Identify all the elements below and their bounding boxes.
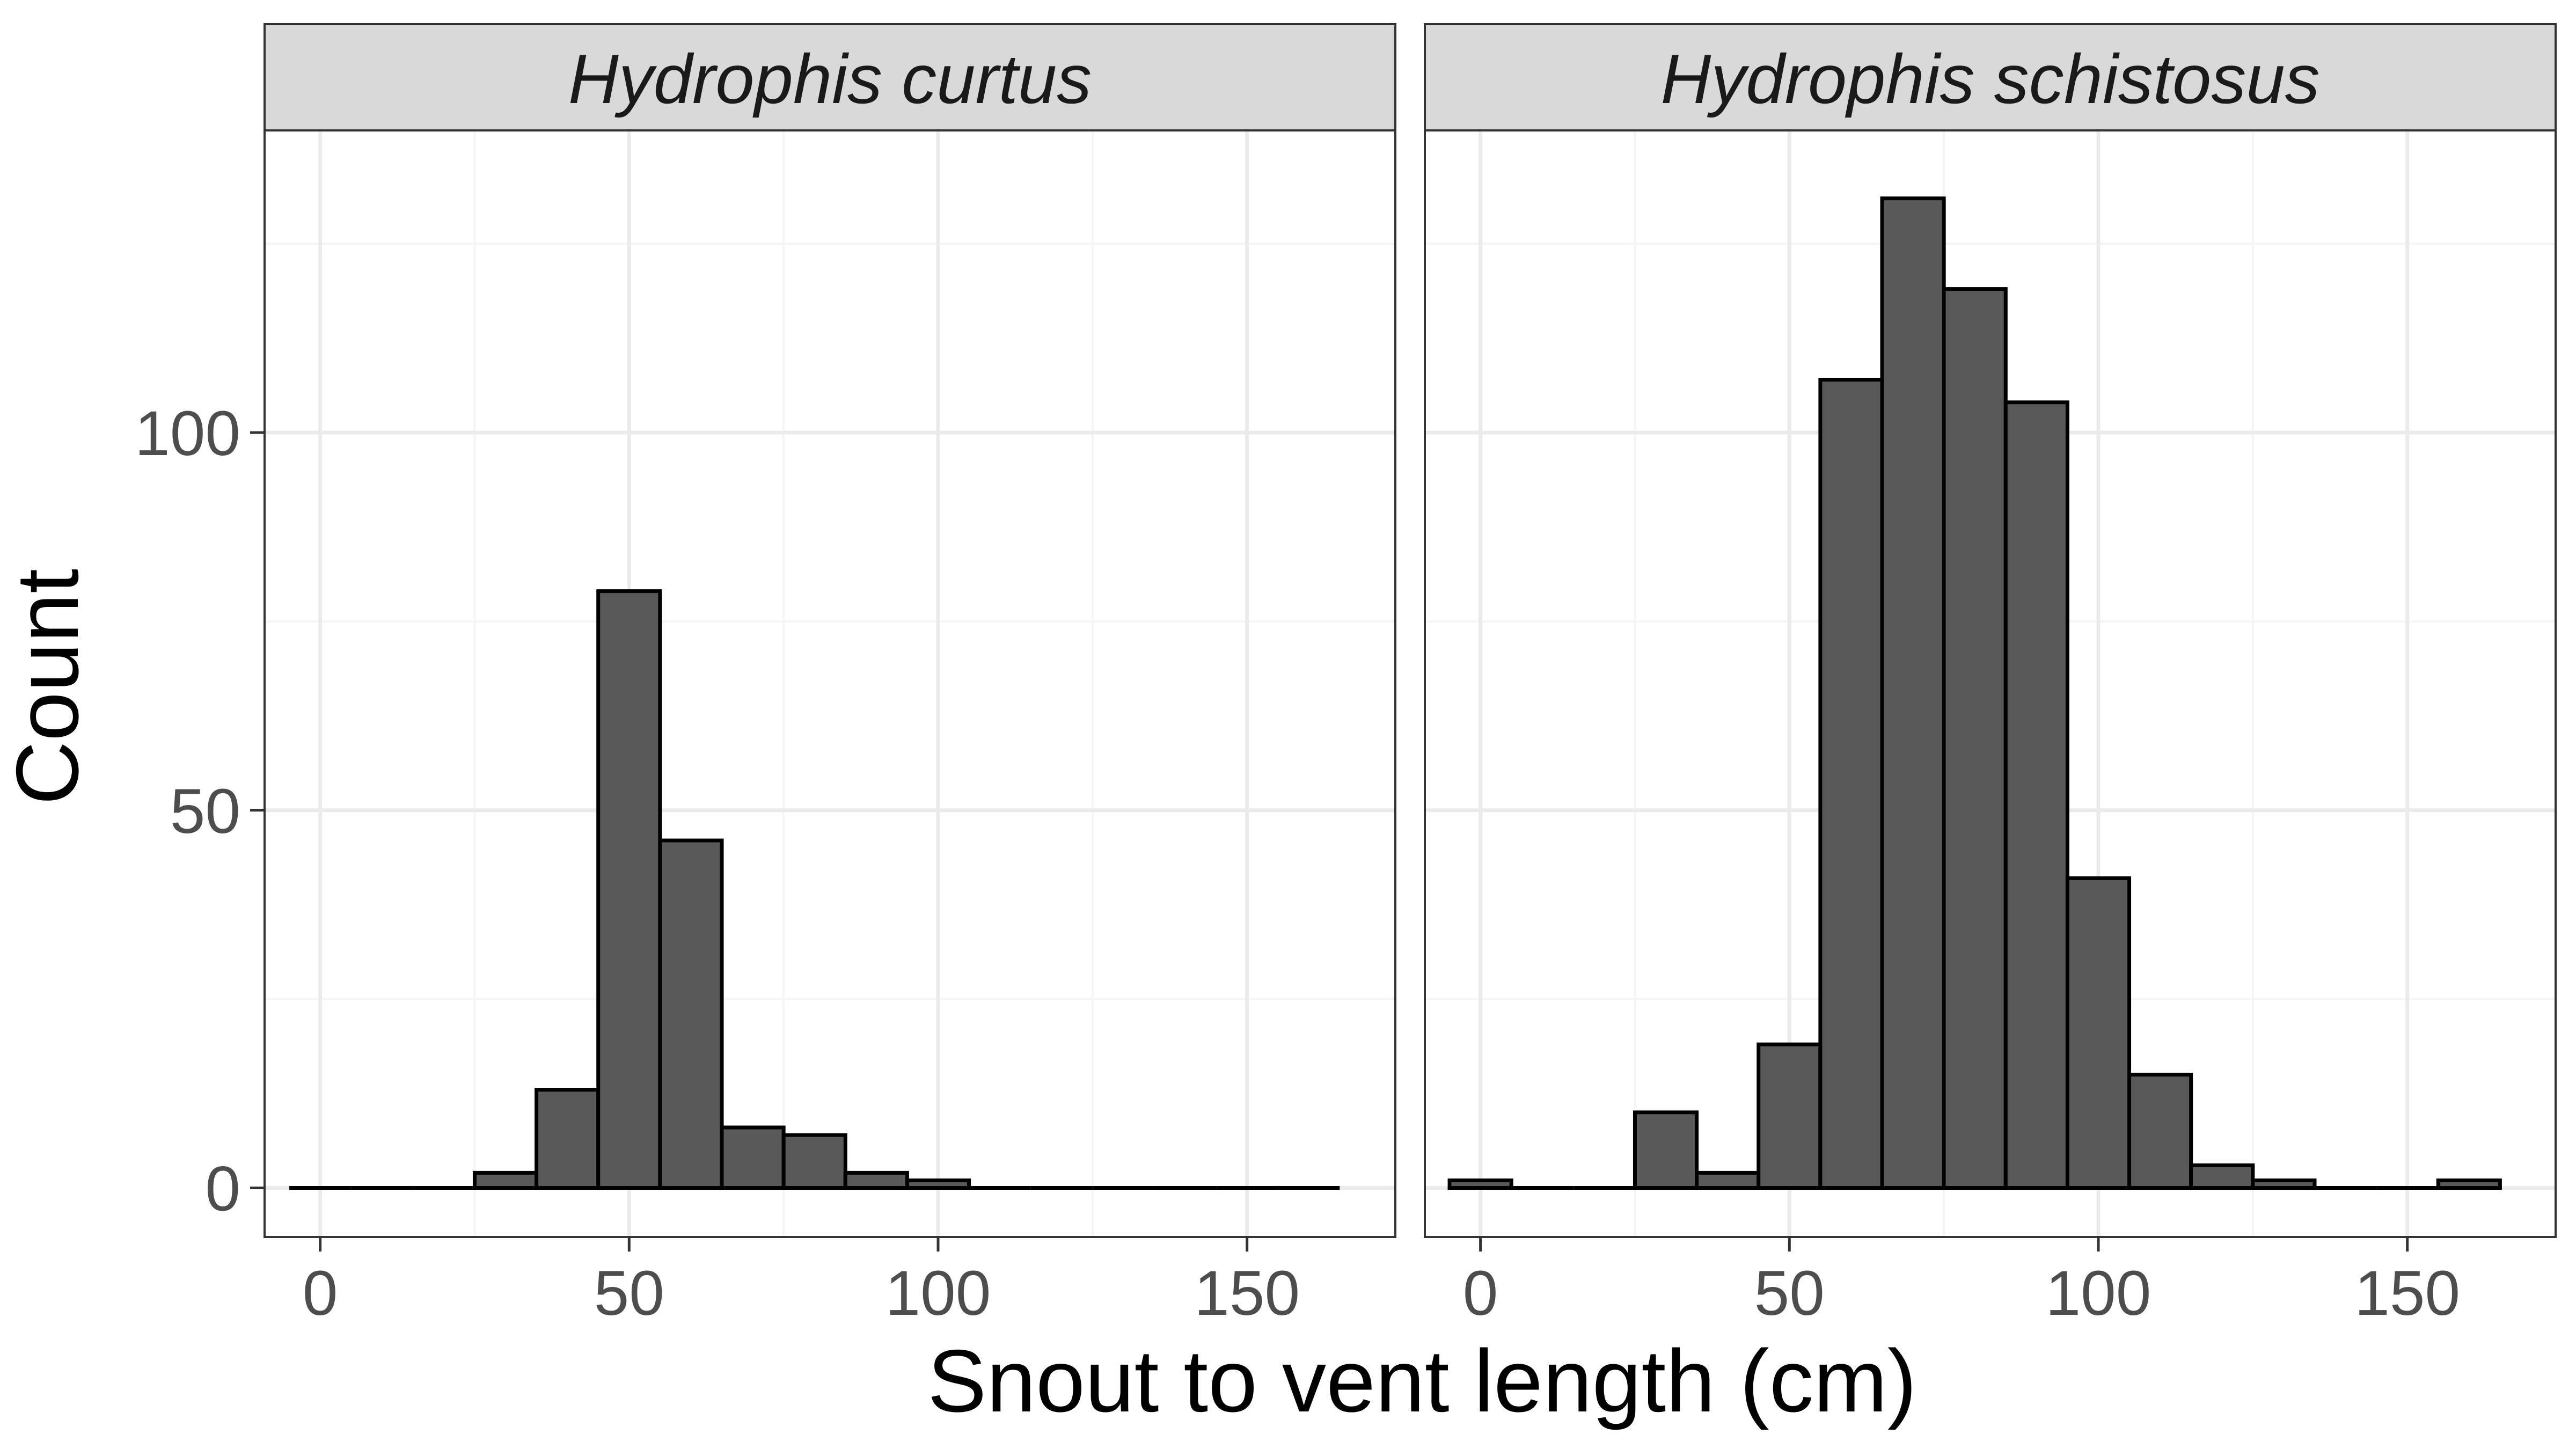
histogram-bar [2003,400,2069,1190]
facet-strip-label: Hydrophis schistosus [1660,40,2319,118]
x-tick-label: 150 [1194,1258,1300,1329]
histogram-bar [720,1125,786,1190]
x-tick-label: 50 [1754,1258,1825,1329]
x-tick-label: 100 [2046,1258,2151,1329]
histogram-bar [535,1088,601,1190]
y-tick-label: 0 [205,1154,240,1225]
histogram-bar [658,838,724,1190]
facet-panel-2: Hydrophis schistosus 0 50 100 150 [1424,23,2557,1329]
x-tick-label: 0 [303,1258,338,1329]
histogram-bar [2065,876,2132,1190]
x-tick-label: 50 [594,1258,664,1329]
histogram-bar [472,1170,539,1190]
histogram-bar [1942,287,2008,1190]
histogram-bar [843,1170,909,1190]
facet-panel-1: Hydrophis curtus 0 50 100 150 [264,23,1396,1329]
x-tick-label: 150 [2354,1258,2460,1329]
histogram-bar [1818,377,1884,1190]
x-tick-label: 0 [1463,1258,1498,1329]
facet-strip [1424,23,2557,131]
y-axis-title: Count [0,569,97,805]
histogram-bar [905,1178,971,1190]
histogram-bar [1447,1178,1513,1190]
y-tick-label: 100 [135,398,240,469]
facet-strip-label: Hydrophis curtus [568,40,1092,118]
histogram-bar [596,589,662,1190]
histogram-bar [2436,1178,2502,1190]
histogram-bar [2251,1178,2317,1190]
histogram-bar [1880,196,1946,1190]
panel-background [265,130,1395,1237]
x-tick-label: 100 [885,1258,991,1329]
histogram-bar [1757,1042,1823,1190]
facet-strip [264,23,1396,131]
y-axis: 0 50 100 [135,398,265,1225]
histogram-bar [2189,1163,2255,1190]
histogram-bar [1633,1110,1699,1190]
y-tick-label: 50 [170,776,240,847]
histogram-bar [1695,1170,1761,1190]
x-axis-title: Snout to vent length (cm) [927,1331,1916,1430]
histogram-bar [781,1133,847,1190]
histogram-bar [2127,1072,2193,1190]
